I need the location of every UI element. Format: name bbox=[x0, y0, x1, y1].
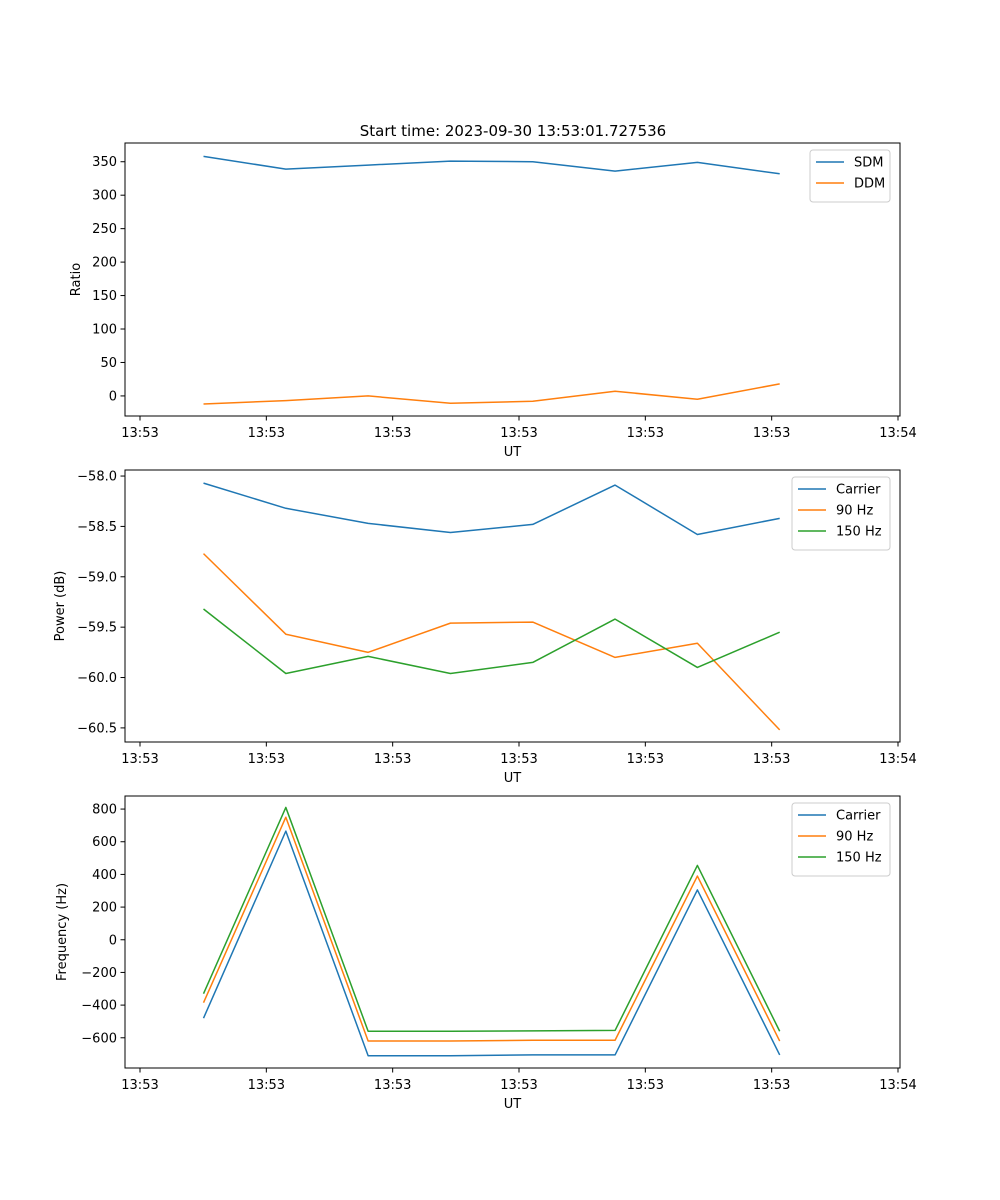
y-tick-label: 200 bbox=[92, 256, 117, 271]
x-tick-label: 13:53 bbox=[627, 752, 664, 767]
y-tick-label: −58.5 bbox=[77, 520, 117, 535]
y-axis-ticks: 0 50 100 150 200 250 300 350 bbox=[92, 155, 125, 404]
y-tick-label: −60.5 bbox=[77, 721, 117, 736]
y-tick-label: −60.0 bbox=[77, 671, 117, 686]
legend-label: Carrier bbox=[836, 483, 881, 498]
plot-area bbox=[202, 482, 781, 731]
legend: Carrier 90 Hz 150 Hz bbox=[791, 802, 891, 877]
series-line-90-hz bbox=[202, 553, 781, 731]
x-tick-label: 13:53 bbox=[500, 752, 537, 767]
x-tick-label: 13:53 bbox=[500, 1078, 537, 1093]
legend-label: 150 Hz bbox=[836, 851, 882, 866]
y-tick-label: 100 bbox=[92, 323, 117, 338]
y-tick-label: 200 bbox=[92, 901, 117, 916]
y-tick-label: −200 bbox=[81, 966, 117, 981]
x-axis-ticks: 13:53 13:53 13:53 13:53 13:53 13:53 13:54 bbox=[121, 1068, 917, 1093]
x-tick-label: 13:53 bbox=[248, 1078, 285, 1093]
series-line-90-hz bbox=[202, 816, 781, 1042]
y-tick-label: −600 bbox=[81, 1031, 117, 1046]
y-axis-ticks: −58.0 −58.5 −59.0 −59.5 −60.0 −60.5 bbox=[77, 470, 125, 736]
y-tick-label: 800 bbox=[92, 803, 117, 818]
y-tick-label: 400 bbox=[92, 868, 117, 883]
x-tick-label: 13:53 bbox=[374, 752, 411, 767]
x-tick-label: 13:53 bbox=[121, 1078, 158, 1093]
legend-label: DDM bbox=[854, 177, 885, 192]
axes-frame bbox=[124, 469, 901, 743]
x-tick-label: 13:53 bbox=[753, 1078, 790, 1093]
y-tick-label: 300 bbox=[92, 189, 117, 204]
ratio-panel: 13:53 13:53 13:53 13:53 13:53 13:53 13:54 UT 0 50… bbox=[69, 142, 917, 460]
axes-frame bbox=[124, 142, 901, 417]
y-tick-label: 600 bbox=[92, 835, 117, 850]
y-tick-label: 150 bbox=[92, 289, 117, 304]
x-axis-ticks: 13:53 13:53 13:53 13:53 13:53 13:53 13:54 bbox=[121, 416, 917, 441]
legend-label: Carrier bbox=[836, 809, 881, 824]
y-axis-label: Power (dB) bbox=[53, 571, 68, 642]
y-tick-label: 350 bbox=[92, 155, 117, 170]
x-tick-label: 13:53 bbox=[500, 426, 537, 441]
x-tick-label: 13:53 bbox=[753, 426, 790, 441]
x-tick-label: 13:53 bbox=[374, 1078, 411, 1093]
x-axis-label: UT bbox=[504, 445, 522, 460]
x-tick-label: 13:53 bbox=[627, 426, 664, 441]
y-tick-label: 0 bbox=[109, 933, 117, 948]
x-tick-label: 13:53 bbox=[248, 426, 285, 441]
legend-label: SDM bbox=[854, 156, 883, 171]
series-line-ddm bbox=[203, 383, 780, 405]
x-axis-label: UT bbox=[504, 771, 522, 786]
figure-title: Start time: 2023-09-30 13:53:01.727536 bbox=[360, 122, 666, 140]
y-tick-label: 50 bbox=[100, 356, 117, 371]
x-tick-label: 13:53 bbox=[374, 426, 411, 441]
legend: SDM DDM bbox=[809, 149, 891, 203]
axes-frame bbox=[124, 795, 901, 1069]
x-tick-label: 13:53 bbox=[627, 1078, 664, 1093]
y-axis-ticks: 800 600 400 200 0 −200 −400 −600 bbox=[81, 803, 125, 1046]
plot-area bbox=[202, 806, 781, 1057]
frequency-panel: 13:53 13:53 13:53 13:53 13:53 13:53 13:54 UT 800… bbox=[55, 795, 917, 1112]
legend-label: 90 Hz bbox=[836, 504, 873, 519]
y-tick-label: −400 bbox=[81, 999, 117, 1014]
y-tick-label: 0 bbox=[109, 389, 117, 404]
y-tick-label: −58.0 bbox=[77, 470, 117, 485]
series-line-150-hz bbox=[202, 806, 781, 1032]
legend-label: 150 Hz bbox=[836, 525, 882, 540]
x-tick-label: 13:53 bbox=[121, 426, 158, 441]
legend: Carrier 90 Hz 150 Hz bbox=[791, 476, 891, 551]
x-tick-label: 13:54 bbox=[879, 426, 916, 441]
plot-area bbox=[203, 155, 780, 405]
x-tick-label: 13:53 bbox=[121, 752, 158, 767]
y-tick-label: −59.0 bbox=[77, 570, 117, 585]
series-line-carrier bbox=[203, 482, 780, 536]
y-axis-label: Frequency (Hz) bbox=[55, 883, 70, 981]
x-tick-label: 13:53 bbox=[753, 752, 790, 767]
y-tick-label: −59.5 bbox=[77, 621, 117, 636]
x-axis-ticks: 13:53 13:53 13:53 13:53 13:53 13:53 13:54 bbox=[121, 742, 917, 767]
power-panel: 13:53 13:53 13:53 13:53 13:53 13:53 13:54 UT −58… bbox=[53, 469, 917, 786]
y-axis-label: Ratio bbox=[69, 263, 84, 296]
legend-label: 90 Hz bbox=[836, 830, 873, 845]
x-axis-label: UT bbox=[504, 1097, 522, 1112]
x-tick-label: 13:54 bbox=[879, 752, 916, 767]
x-tick-label: 13:53 bbox=[248, 752, 285, 767]
series-line-carrier bbox=[202, 830, 781, 1057]
series-line-150-hz bbox=[203, 608, 780, 675]
x-tick-label: 13:54 bbox=[879, 1078, 916, 1093]
series-line-sdm bbox=[203, 155, 780, 175]
y-tick-label: 250 bbox=[92, 222, 117, 237]
legend-box bbox=[809, 149, 891, 203]
